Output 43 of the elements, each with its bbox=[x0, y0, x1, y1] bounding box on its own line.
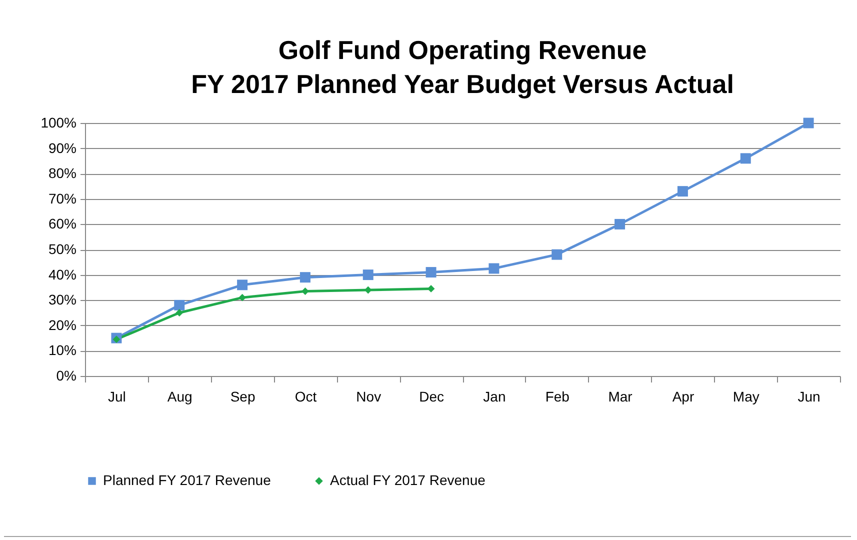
point bbox=[174, 300, 185, 310]
x-tick-label: May bbox=[732, 388, 760, 404]
x-tick-label: Nov bbox=[356, 388, 382, 404]
point bbox=[362, 270, 374, 280]
x-tick-label: Jan bbox=[483, 388, 506, 404]
legend-label: Actual FY 2017 Revenue bbox=[330, 472, 486, 488]
x-tick-label: Oct bbox=[294, 388, 317, 404]
y-tick-label: 80% bbox=[48, 165, 76, 182]
point bbox=[614, 218, 626, 230]
point bbox=[740, 153, 751, 164]
y-tick-label: 70% bbox=[48, 190, 76, 206]
point bbox=[237, 280, 248, 290]
y-tick-label: 10% bbox=[48, 342, 76, 358]
y-tick-label: 100% bbox=[40, 114, 76, 130]
point bbox=[803, 118, 814, 128]
x-tick-label: Dec bbox=[419, 388, 444, 404]
y-tick-label: 30% bbox=[48, 292, 76, 308]
x-tick-label: Feb bbox=[545, 388, 570, 404]
y-tick-label: 20% bbox=[48, 316, 76, 333]
point bbox=[238, 294, 246, 302]
y-tick-label: 40% bbox=[48, 266, 76, 282]
x-tick-label: Jul bbox=[108, 388, 126, 404]
point bbox=[488, 263, 500, 274]
point bbox=[677, 186, 688, 197]
y-tick-label: 0% bbox=[56, 368, 76, 384]
y-tick-label: 90% bbox=[48, 140, 76, 156]
x-tick-label: Sep bbox=[230, 388, 256, 404]
y-tick-label: 50% bbox=[48, 241, 76, 257]
point bbox=[427, 285, 435, 292]
point bbox=[302, 288, 309, 295]
point bbox=[426, 267, 436, 278]
text: Golf Fund Operating Revenue bbox=[278, 35, 647, 65]
point bbox=[176, 309, 184, 316]
point bbox=[112, 336, 120, 344]
point bbox=[300, 272, 310, 283]
x-tick-label: Apr bbox=[672, 388, 694, 404]
text: FY 2017 Planned Year Budget Versus Actual bbox=[191, 69, 734, 99]
x-tick-label: Aug bbox=[167, 388, 192, 404]
point bbox=[552, 249, 562, 260]
x-tick-label: Jun bbox=[798, 388, 820, 404]
x-tick-label: Mar bbox=[608, 388, 633, 404]
y-tick-label: 60% bbox=[48, 216, 76, 232]
legend-label: Planned FY 2017 Revenue bbox=[103, 472, 272, 488]
